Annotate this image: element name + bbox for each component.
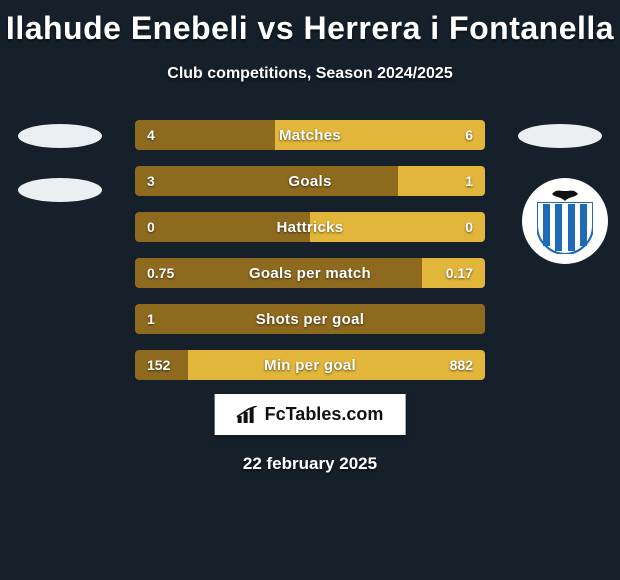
stat-row: Matches4 6 — [135, 120, 485, 150]
stat-value-right — [461, 304, 485, 334]
stats-bars: Matches4 6 Goals3 1 Hattricks0 0 Goals per mat… — [135, 120, 485, 396]
stat-label: Min per goal — [135, 350, 485, 380]
stat-value-right: 1 — [453, 166, 485, 196]
stat-value-right: 882 — [438, 350, 485, 380]
stat-row: Hattricks0 0 — [135, 212, 485, 242]
chart-icon — [237, 406, 259, 424]
stat-label: Goals — [135, 166, 485, 196]
stat-row: Goals3 1 — [135, 166, 485, 196]
stat-value-right: 6 — [453, 120, 485, 150]
stat-value-right: 0 — [453, 212, 485, 242]
stat-row: Shots per goal1 — [135, 304, 485, 334]
player1-club-placeholder — [18, 178, 102, 202]
comparison-infographic: Ilahude Enebeli vs Herrera i Fontanella … — [0, 0, 620, 580]
stat-value-left: 152 — [135, 350, 182, 380]
player2-avatar-placeholder — [518, 124, 602, 148]
shield-icon — [537, 202, 593, 254]
stat-row: Goals per match0.75 0.17 — [135, 258, 485, 288]
stat-label: Matches — [135, 120, 485, 150]
footer-date: 22 february 2025 — [0, 454, 620, 474]
watermark: FcTables.com — [215, 394, 406, 435]
stat-value-left: 1 — [135, 304, 167, 334]
player1-avatar-placeholder — [18, 124, 102, 148]
stat-label: Goals per match — [135, 258, 485, 288]
stat-value-left: 0 — [135, 212, 167, 242]
stat-label: Hattricks — [135, 212, 485, 242]
stat-value-left: 3 — [135, 166, 167, 196]
page-subtitle: Club competitions, Season 2024/2025 — [0, 65, 620, 83]
page-title: Ilahude Enebeli vs Herrera i Fontanella — [0, 0, 620, 47]
watermark-text: FcTables.com — [265, 404, 384, 425]
stat-label: Shots per goal — [135, 304, 485, 334]
stat-value-left: 0.75 — [135, 258, 186, 288]
stat-row: Min per goal152 882 — [135, 350, 485, 380]
player2-club-badge — [522, 178, 608, 264]
stat-value-left: 4 — [135, 120, 167, 150]
stat-value-right: 0.17 — [434, 258, 485, 288]
